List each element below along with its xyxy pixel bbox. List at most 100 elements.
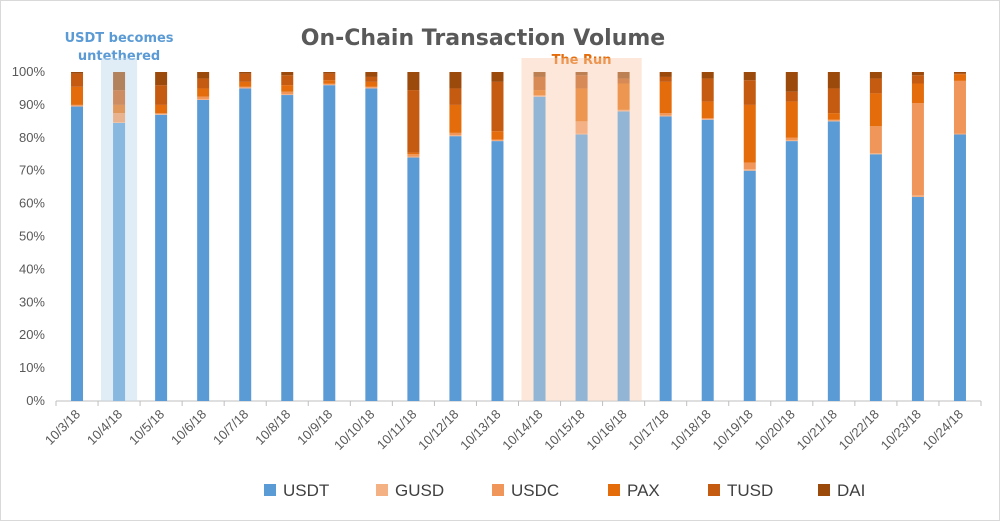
x-tick-label: 10/10/18 [331,407,377,453]
bar-segment-usdc [785,137,798,141]
bar-segment-pax [785,101,798,138]
x-tick-label: 10/3/18 [42,407,83,448]
bar-segment-tusd [71,73,84,87]
bar-segment-gusd [827,120,840,122]
x-tick-label: 10/12/18 [415,407,461,453]
bar-segment-gusd [911,195,924,198]
bar-segment-pax [617,83,630,110]
bar-segment-usdc [533,95,546,97]
x-axis: 10/3/18 10/4/18 10/5/18 10/6/18 10/7/18 10/8/… [42,407,966,453]
bar-segment-dai [575,72,588,76]
y-tick-label: 20% [19,327,45,342]
bar-segment-dai [869,72,882,79]
y-tick-label: 10% [19,360,45,375]
x-tick-label: 10/7/18 [210,407,251,448]
bar-segment-tusd [365,76,378,82]
x-tick-label: 10/17/18 [625,407,671,453]
y-axis: 0% 10% 20% 30% 40% 50% 60% 70% 80% 90% 100% [12,64,982,408]
bar-segment-dai [365,72,378,77]
bar-segment-pax [743,104,756,163]
bar-segment-dai [827,72,840,89]
bar-segment-usdt [911,197,924,401]
bar-segment-pax [827,113,840,120]
bar-segment-gusd [155,114,168,115]
bar-segment-tusd [113,90,126,105]
bar-segment-usdc [197,96,210,99]
bar-segment-usdt [113,122,126,402]
chart-title: On-Chain Transaction Volume [301,26,665,51]
annotation-overlay [521,58,642,401]
bar-segment-usdt [743,170,756,401]
bar-segment-usdc [953,80,966,134]
bar-segment-tusd [743,80,756,105]
bar-segment-dai [701,72,714,79]
y-tick-label: 50% [19,229,45,244]
x-tick-label: 10/4/18 [84,407,125,448]
bar-segment-usdc [701,118,714,120]
bar-segment-gusd [869,153,882,155]
x-tick-label: 10/22/18 [836,407,882,453]
legend-swatch-gusd [376,484,388,496]
bars [71,58,966,402]
bar-segment-usdt [953,134,966,401]
bar-segment-tusd [197,78,210,89]
bar-segment-usdt [827,121,840,401]
annotation-label: untethered [78,49,160,64]
bar-segment-usdc [617,109,630,111]
annotation-label: The Run [552,53,612,68]
bar-segment-gusd [491,140,504,142]
bar-segment-usdt [491,141,504,401]
bar-segment-usdt [71,106,84,402]
bar-segment-dai [239,72,252,74]
bar-segment-usdc [155,113,168,115]
bar-segment-usdt [365,88,378,401]
bar-segment-usdc [113,113,126,123]
x-tick-label: 10/5/18 [126,407,167,448]
bar-segment-tusd [617,78,630,84]
legend-label: USDT [283,481,329,500]
x-tick-label: 10/20/18 [752,407,798,453]
bar-segment-gusd [113,122,126,123]
bar-segment-pax [365,81,378,87]
x-tick-label: 10/6/18 [168,407,209,448]
bar-segment-usdc [827,119,840,121]
bar-segment-tusd [491,81,504,132]
bar-segment-tusd [701,78,714,102]
bar-segment-gusd [323,84,336,86]
legend-swatch-dai [818,484,830,496]
y-tick-label: 80% [19,130,45,145]
bar-segment-usdt [197,99,210,401]
bar-segment-dai [197,72,210,79]
bar-segment-pax [449,104,462,133]
bar-segment-tusd [953,73,966,75]
bar-segment-usdt [785,141,798,401]
bar-segment-gusd [71,105,84,107]
bar-segment-usdt [155,114,168,402]
bar-segment-usdc [281,91,294,95]
bar-segment-usdc [323,83,336,85]
bar-segment-tusd [659,76,672,82]
legend-label: USDC [511,481,559,500]
bar-segment-usdt [869,154,882,401]
x-tick-label: 10/14/18 [499,407,545,453]
bar-segment-dai [71,72,84,74]
bar-segment-usdc [743,162,756,170]
x-tick-label: 10/11/18 [374,407,420,453]
bar-segment-usdt [449,136,462,401]
x-tick-label: 10/24/18 [920,407,966,453]
bar-segment-dai [911,72,924,76]
legend-swatch-pax [608,484,620,496]
bar-segment-pax [113,104,126,114]
y-tick-label: 0% [26,393,45,408]
bar-segment-gusd [953,133,966,135]
y-tick-label: 30% [19,294,45,309]
bar-segment-tusd [407,90,420,153]
bar-segment-pax [239,81,252,87]
bar-segment-tusd [785,91,798,102]
legend-label: TUSD [727,481,773,500]
x-tick-label: 10/21/18 [794,407,840,453]
bar-segment-usdt [281,95,294,401]
bar-segment-gusd [785,140,798,142]
bar-segment-usdc [575,121,588,134]
annotation-overlay [101,58,138,401]
